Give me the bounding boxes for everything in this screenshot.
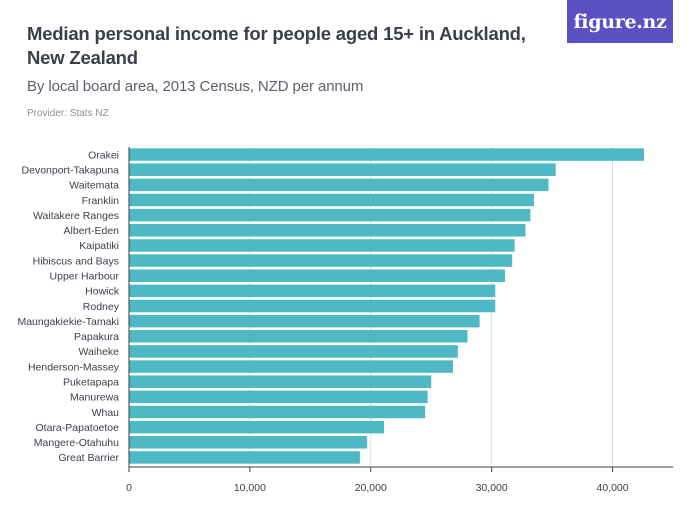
bar[interactable] [129,239,515,252]
bar[interactable] [129,178,549,192]
category-label: Whau [92,407,120,419]
x-axis: 0 10,000 20,000 30,000 40,000 [126,147,673,494]
chart-title: Median personal income for people aged 1… [27,23,526,68]
bar[interactable] [129,360,453,373]
bar[interactable] [129,254,513,267]
bar[interactable] [129,284,496,298]
category-label: Howick [85,286,120,298]
category-label: Maungakiekie-Tamaki [17,316,119,328]
x-tick-label: 30,000 [476,482,508,494]
category-label: Franklin [82,195,120,207]
category-labels: Orakei Devonport-Takapuna Waitemata Frankli… [17,149,119,464]
bar[interactable] [129,269,505,282]
bar[interactable] [129,330,468,343]
bar[interactable] [129,193,534,207]
bar[interactable] [129,390,428,404]
bar[interactable] [129,436,368,449]
category-label: Upper Harbour [50,271,120,283]
category-label: Albert-Eden [64,225,120,237]
category-label: Manurewa [70,392,119,404]
x-tick-label: 10,000 [234,482,266,494]
category-label: Rodney [83,301,120,313]
category-label: Kaipatiki [79,240,119,252]
bar[interactable] [129,148,644,161]
bar[interactable] [129,451,360,464]
category-label: Waitemata [69,180,119,192]
category-label: Puketapapa [63,377,119,389]
x-tick-label: 0 [126,482,132,494]
bars [129,148,644,464]
category-label: Mangere-Otahuhu [34,437,119,449]
category-label: Waitakere Ranges [33,210,119,222]
category-label: Henderson-Massey [28,361,120,373]
bar[interactable] [129,208,531,222]
bar[interactable] [129,299,496,313]
bar[interactable] [129,375,432,388]
bar[interactable] [129,420,385,434]
bar[interactable] [129,224,526,237]
category-label: Papakura [74,331,119,343]
bar[interactable] [129,345,458,358]
category-label: Hibiscus and Bays [33,255,119,267]
bar[interactable] [129,163,556,176]
category-label: Orakei [88,149,119,161]
provider-label: Provider: Stats NZ [27,108,109,119]
category-label: Otara-Papatoetoe [36,422,120,434]
figure-nz-logo[interactable]: figure.nz [567,0,673,43]
category-label: Great Barrier [58,452,119,464]
bar[interactable] [129,314,480,328]
x-tick-label: 40,000 [596,482,628,494]
bar[interactable] [129,405,426,419]
category-label: Waiheke [79,346,120,358]
x-tick-label: 20,000 [355,482,387,494]
chart-subtitle: By local board area, 2013 Census, NZD pe… [27,78,364,95]
category-label: Devonport-Takapuna [22,165,120,177]
